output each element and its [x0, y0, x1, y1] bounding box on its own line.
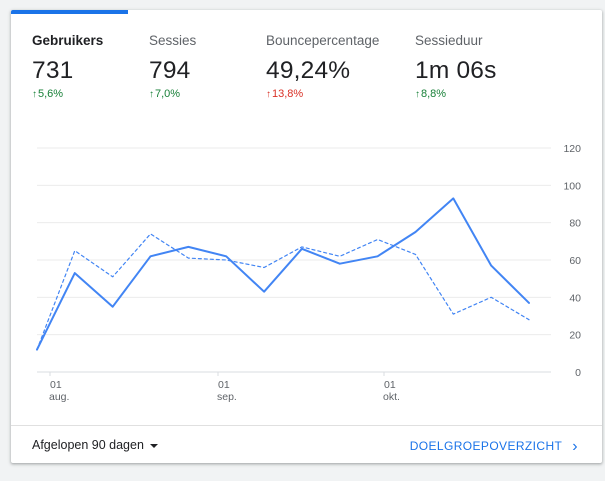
- y-tick-label: 80: [569, 218, 581, 230]
- arrow-up-icon: ↑: [415, 89, 420, 100]
- audience-overview-link[interactable]: DOELGROEPOVERZICHT ›: [410, 438, 578, 456]
- metric-delta: ↑8,8%: [415, 88, 497, 100]
- metric-delta-value: 7,0%: [155, 88, 181, 100]
- metric-value: 731: [32, 57, 74, 84]
- y-tick-label: 100: [563, 180, 581, 192]
- x-tick-label-month: aug.: [49, 391, 69, 403]
- metric-delta-value: 13,8%: [272, 88, 304, 100]
- metric-label: Sessieduur: [415, 33, 483, 48]
- x-tick-label-day: 01: [218, 379, 230, 391]
- metric-tab-session-duration[interactable]: Sessieduur 1m 06s ↑8,8%: [415, 33, 497, 100]
- y-tick-label: 0: [575, 367, 581, 379]
- metric-delta: ↑5,6%: [32, 88, 103, 100]
- comparison-series-line: [36, 233, 530, 351]
- x-tick-label-day: 01: [384, 379, 396, 391]
- metric-delta-value: 8,8%: [421, 88, 447, 100]
- date-range-dropdown[interactable]: Afgelopen 90 dagen: [32, 438, 158, 452]
- metric-delta: ↑7,0%: [149, 88, 196, 100]
- metric-tab-bounce-rate[interactable]: Bouncepercentage 49,24% ↑13,8%: [266, 33, 379, 100]
- audience-card: Gebruikers 731 ↑5,6% Sessies 794 ↑7,0% B…: [11, 10, 602, 463]
- arrow-up-icon: ↑: [266, 89, 271, 100]
- metric-value: 49,24%: [266, 57, 351, 84]
- caret-down-icon: [149, 443, 158, 448]
- metric-tab-sessions[interactable]: Sessies 794 ↑7,0%: [149, 33, 196, 100]
- metric-value: 794: [149, 57, 191, 84]
- footer-divider: [11, 425, 602, 426]
- y-tick-label: 120: [563, 143, 581, 155]
- metric-delta: ↑13,8%: [266, 88, 379, 100]
- active-tab-indicator: [11, 10, 128, 14]
- metric-label: Gebruikers: [32, 33, 104, 48]
- metric-label: Bouncepercentage: [266, 33, 380, 48]
- y-tick-label: 60: [569, 255, 581, 267]
- y-tick-label: 40: [569, 292, 581, 304]
- chevron-right-icon: ›: [572, 438, 578, 455]
- arrow-up-icon: ↑: [32, 89, 37, 100]
- metric-label: Sessies: [149, 33, 197, 48]
- arrow-up-icon: ↑: [149, 89, 154, 100]
- metric-tab-users[interactable]: Gebruikers 731 ↑5,6%: [32, 33, 103, 100]
- y-tick-label: 20: [569, 330, 581, 342]
- metric-value: 1m 06s: [415, 57, 497, 84]
- x-tick-label-month: okt.: [383, 391, 400, 403]
- x-tick-label-month: sep.: [217, 391, 237, 403]
- metric-delta-value: 5,6%: [38, 88, 64, 100]
- date-range-label: Afgelopen 90 dagen: [32, 438, 144, 452]
- x-tick-label-day: 01: [50, 379, 62, 391]
- audience-overview-label: DOELGROEPOVERZICHT: [409, 439, 563, 453]
- current-series-line: [36, 197, 530, 351]
